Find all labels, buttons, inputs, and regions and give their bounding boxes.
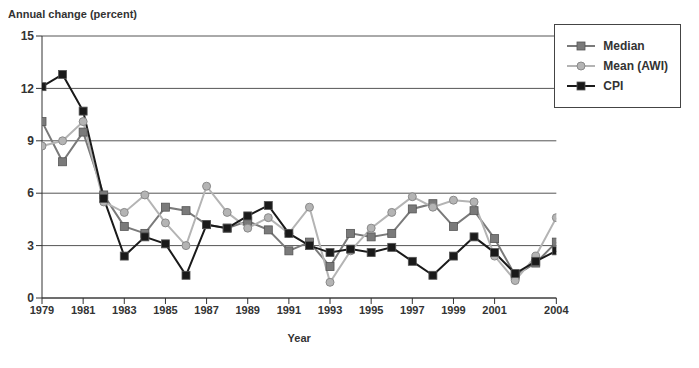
- svg-text:1993: 1993: [318, 304, 342, 316]
- svg-text:1997: 1997: [400, 304, 424, 316]
- svg-text:2001: 2001: [482, 304, 506, 316]
- svg-text:1983: 1983: [112, 304, 136, 316]
- svg-text:1985: 1985: [153, 304, 177, 316]
- html-text:Mean (AWI): Mean (AWI): [603, 59, 668, 73]
- svg-text:3: 3: [27, 239, 34, 253]
- svg-text:1981: 1981: [71, 304, 95, 316]
- html-text:Annual change (percent): Annual change (percent): [8, 8, 137, 20]
- svg-text:6: 6: [27, 186, 34, 200]
- svg-text:1991: 1991: [277, 304, 301, 316]
- html-text:Median: Median: [603, 39, 645, 53]
- svg-text:12: 12: [21, 82, 35, 96]
- svg-text:9: 9: [27, 134, 34, 148]
- svg-text:1995: 1995: [359, 304, 383, 316]
- svg-text:1989: 1989: [235, 304, 259, 316]
- html-text:CPI: CPI: [603, 79, 624, 93]
- svg-text:15: 15: [21, 29, 35, 43]
- svg-text:1979: 1979: [30, 304, 54, 316]
- svg-text:1999: 1999: [441, 304, 465, 316]
- svg-text:0: 0: [27, 291, 34, 305]
- svg-text:Year: Year: [288, 332, 312, 344]
- svg-text:2004: 2004: [544, 304, 569, 316]
- svg-text:1987: 1987: [194, 304, 218, 316]
